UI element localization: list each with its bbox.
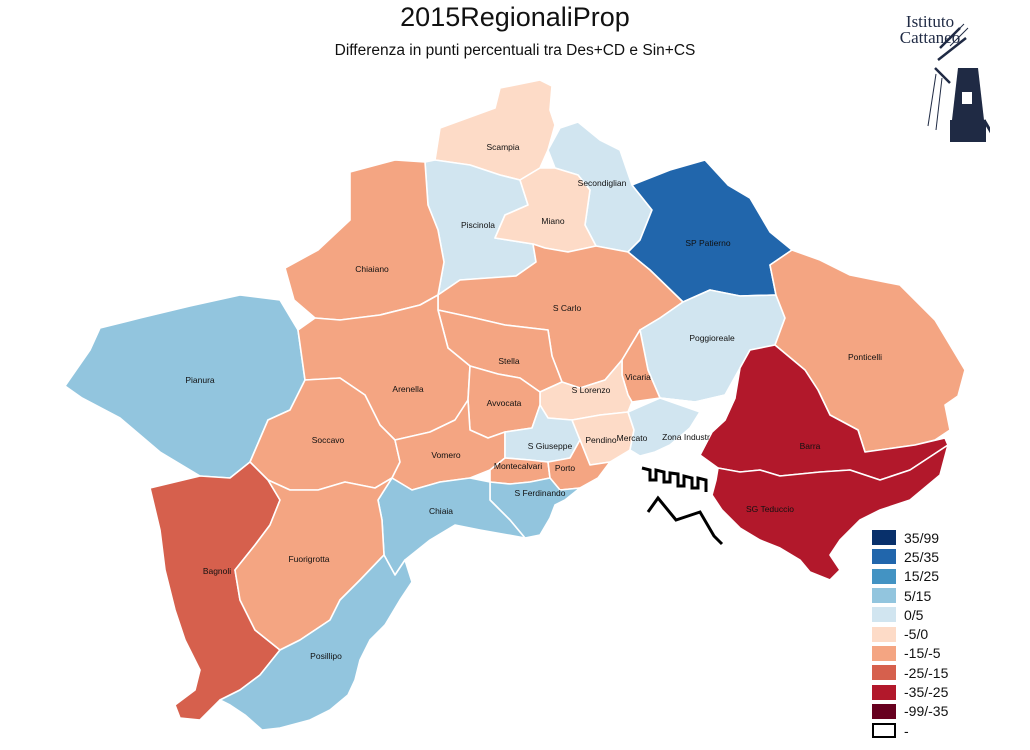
legend-item: -25/-15 — [872, 663, 948, 682]
legend-swatch — [872, 684, 896, 700]
region-label-zona-industriale: Zona Industr — [662, 432, 710, 442]
legend-label: 25/35 — [904, 548, 940, 565]
region-label-fuorigrotta: Fuorigrotta — [288, 554, 329, 564]
region-label-vicaria: Vicaria — [625, 372, 651, 382]
legend-label: 35/99 — [904, 529, 940, 546]
region-label-s-giuseppe: S Giuseppe — [528, 441, 573, 451]
region-chiaiano — [284, 159, 445, 321]
region-label-chiaiano: Chiaiano — [355, 264, 389, 274]
region-label-porto: Porto — [555, 463, 576, 473]
region-label-chiaia: Chiaia — [429, 506, 453, 516]
legend-item: 0/5 — [872, 605, 948, 624]
region-label-soccavo: Soccavo — [312, 435, 345, 445]
legend-swatch — [872, 568, 896, 584]
legend-label: 0/5 — [904, 606, 924, 623]
legend-swatch — [872, 549, 896, 565]
istituto-cattaneo-logo: Istituto Cattaneo — [880, 8, 990, 148]
region-label-bagnoli: Bagnoli — [203, 566, 231, 576]
legend-item: -15/-5 — [872, 644, 948, 663]
legend-label: -99/-35 — [904, 703, 949, 720]
region-label-secondigliano: Secondiglian — [578, 178, 627, 188]
legend-swatch — [872, 703, 896, 719]
region-posillipo — [219, 554, 413, 731]
legend-swatch — [872, 607, 896, 623]
legend-item: -35/-25 — [872, 682, 948, 701]
region-label-barra: Barra — [800, 441, 821, 451]
map-legend: 35/99 25/35 15/25 5/15 0/5 -5/0 -15/-5 -25/-15 -… — [872, 528, 948, 740]
region-label-vomero: Vomero — [431, 450, 461, 460]
legend-swatch — [872, 645, 896, 661]
legend-item: 35/99 — [872, 528, 948, 547]
region-label-sg-teduccio: SG Teduccio — [746, 504, 794, 514]
map-subtitle: Differenza in punti percentuali tra Des+… — [334, 42, 696, 59]
legend-label: -15/-5 — [904, 645, 941, 662]
region-label-mercato: Mercato — [617, 433, 648, 443]
region-label-miano: Miano — [541, 216, 564, 226]
legend-swatch — [872, 665, 896, 681]
logo-text-line1: Istituto — [905, 12, 955, 31]
region-label-pianura: Pianura — [185, 375, 215, 385]
region-zona-industriale — [659, 394, 736, 461]
region-label-posillipo: Posillipo — [310, 651, 342, 661]
region-label-s-ferdinando: S Ferdinando — [514, 488, 565, 498]
legend-label: -25/-15 — [904, 664, 949, 681]
region-label-montecalvario: Montecalvari — [494, 461, 542, 471]
legend-item: 5/15 — [872, 586, 948, 605]
region-label-s-lorenzo: S Lorenzo — [572, 385, 611, 395]
legend-swatch — [872, 626, 896, 642]
map-title: 2015RegionaliProp — [400, 2, 630, 32]
legend-item: -99/-35 — [872, 702, 948, 721]
port-pier — [641, 466, 724, 546]
legend-swatch — [872, 588, 896, 604]
region-label-avvocata: Avvocata — [487, 398, 522, 408]
legend-item: 25/35 — [872, 547, 948, 566]
legend-item: - — [872, 721, 948, 740]
region-label-s-carlo: S Carlo — [553, 303, 582, 313]
region-label-piscinola: Piscinola — [461, 220, 495, 230]
legend-item: 15/25 — [872, 567, 948, 586]
region-label-scampia: Scampia — [486, 142, 519, 152]
legend-swatch — [872, 723, 896, 739]
region-label-pendino: Pendino — [585, 435, 616, 445]
region-label-sp-patierno: SP Patierno — [685, 238, 730, 248]
region-label-poggioreale: Poggioreale — [689, 333, 735, 343]
region-sg-teduccio — [711, 444, 949, 581]
legend-label: 15/25 — [904, 568, 940, 585]
legend-swatch — [872, 530, 896, 546]
legend-label: 5/15 — [904, 587, 932, 604]
legend-label: -35/-25 — [904, 684, 949, 701]
region-label-stella: Stella — [498, 356, 520, 366]
legend-label: -5/0 — [904, 626, 929, 643]
legend-label: - — [904, 722, 909, 739]
legend-item: -5/0 — [872, 624, 948, 643]
region-label-arenella: Arenella — [392, 384, 423, 394]
windmill-icon — [927, 23, 990, 142]
region-label-ponticelli: Ponticelli — [848, 352, 882, 362]
